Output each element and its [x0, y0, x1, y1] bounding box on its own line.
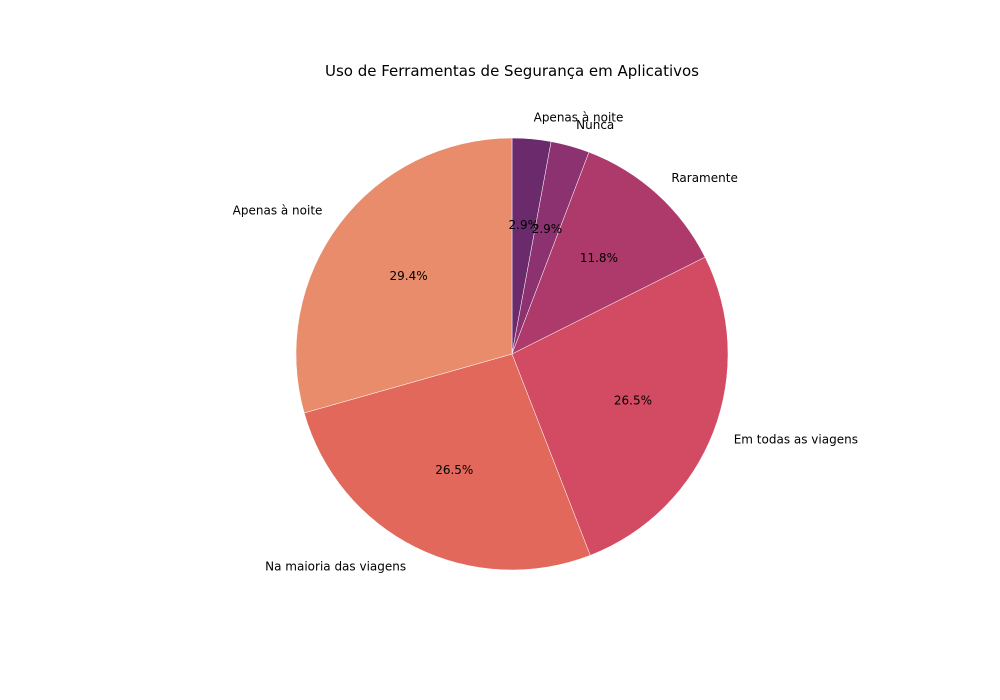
- percent-label-1: 2.9%: [532, 222, 563, 236]
- slice-label-4: Na maioria das viagens: [265, 560, 406, 574]
- pie-slice-2: [511, 151, 706, 355]
- percent-label-3: 26.5%: [614, 394, 652, 408]
- pie-slices: [295, 137, 729, 571]
- percent-label-0: 2.9%: [509, 218, 540, 232]
- slice-label-3: Em todas as viagens: [734, 432, 858, 446]
- percent-label-4: 26.5%: [435, 463, 473, 477]
- slice-label-2: Raramente: [671, 171, 737, 185]
- chart-title: Uso de Ferramentas de Segurança em Aplic…: [325, 62, 699, 80]
- slice-label-5: Apenas à noite: [233, 204, 323, 218]
- slice-label-1: Nunca: [576, 118, 614, 132]
- percent-label-5: 29.4%: [390, 269, 428, 283]
- percent-labels: 2.9%2.9% 11.8% 26.5% 26.5% 29.4%: [390, 218, 652, 477]
- pie-slice-5: [295, 137, 513, 414]
- slice-label-0: Apenas à noite: [534, 110, 624, 124]
- pie-slice-3: [511, 256, 729, 556]
- pie-slice-4: [303, 353, 591, 571]
- percent-label-2: 11.8%: [580, 251, 618, 265]
